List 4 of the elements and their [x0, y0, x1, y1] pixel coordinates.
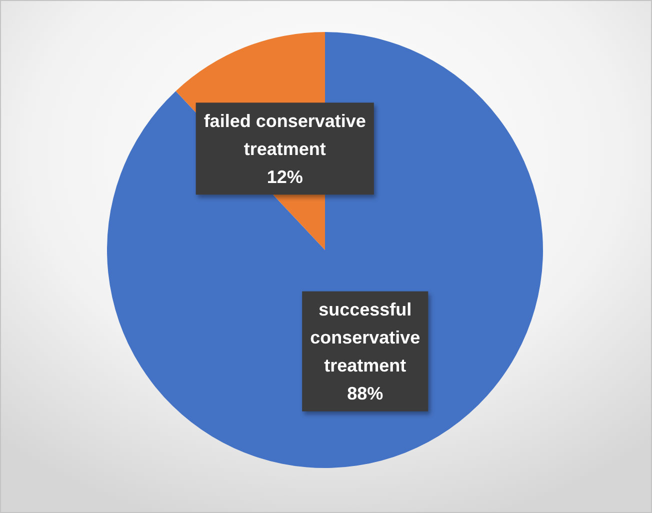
slice-label: failed conservative treatment	[204, 110, 366, 159]
data-label: 88%	[347, 384, 384, 404]
data-label: 12%	[266, 166, 303, 187]
slice-label: successful conservative treatment	[310, 300, 420, 376]
